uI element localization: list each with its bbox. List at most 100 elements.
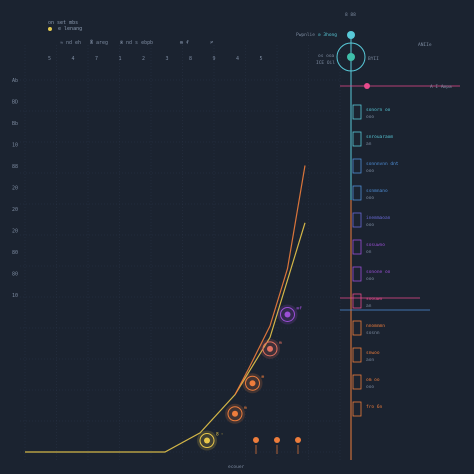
- series-line: [234, 165, 306, 395]
- top-label: ᵯ ᵮ: [179, 40, 189, 46]
- corner-label: ICE Oil: [316, 60, 335, 66]
- panel-bracket: [352, 293, 362, 309]
- point-ring: [245, 375, 260, 391]
- panel-label: sonone oo: [366, 270, 391, 275]
- y-tick-label: 88: [12, 164, 18, 170]
- corner-label: ⊘ 3hong: [318, 32, 337, 38]
- y-tick-label: 10: [12, 143, 18, 149]
- legend-dot-icon: [48, 26, 52, 31]
- x-tick-label: 4: [72, 56, 75, 62]
- panel-bracket: [352, 212, 362, 228]
- marker-dot: [274, 437, 280, 443]
- panel-label: sonorn oo: [366, 108, 391, 113]
- y-tick-label: 20: [12, 229, 18, 235]
- point-label: ᵯ: [261, 375, 265, 380]
- point-core: [249, 380, 256, 387]
- panel-bracket: [352, 374, 362, 390]
- panel-sublabel: ooo: [366, 169, 374, 174]
- node-core: [347, 53, 355, 61]
- panel-label: ssnmnano: [366, 189, 388, 194]
- y-tick-label: 80: [12, 272, 18, 278]
- panel-bracket: [352, 239, 362, 255]
- top-label: ӝ nd s ebp: [120, 40, 150, 46]
- panel-label: soouwn: [366, 297, 383, 302]
- top-label: ≈ nd eh: [60, 40, 81, 46]
- y-tick-label: 20: [12, 186, 18, 192]
- y-tick-label: Bb: [12, 121, 18, 127]
- right-mark-label: A I Ampa: [430, 84, 452, 90]
- x-tick-label: 5: [260, 56, 263, 62]
- top-labels: ≈ nd eh Ӂ areg ӝ nd s ebp b ᵯ ᵮ ≠: [60, 39, 213, 46]
- top-label: b: [150, 40, 153, 46]
- panel-sublabel: ooo: [366, 277, 374, 282]
- series-line: [25, 222, 306, 453]
- data-points: 8 ꞏ ᵯ ᵯ ᵯ ᵯᵮ: [197, 304, 303, 451]
- point-core: [204, 437, 210, 444]
- point-ring: [262, 341, 278, 357]
- bottom-markers: ecouer: [228, 437, 301, 470]
- panel-sublabel: ooo: [366, 196, 374, 201]
- series-lines: [25, 165, 306, 453]
- point-label: ᵯ: [278, 341, 282, 346]
- y-tick-label: BD: [12, 100, 18, 106]
- panel-label: snwoo: [366, 351, 380, 356]
- panel-bracket: [352, 320, 362, 336]
- panel-sublabel: on: [366, 250, 372, 255]
- top-label: ≠: [210, 40, 213, 46]
- point-ring: [199, 433, 215, 449]
- x-tick-label: 4: [236, 56, 239, 62]
- panel-bracket: [352, 104, 362, 120]
- point-ring: [227, 406, 243, 422]
- panel-sublabel: aon: [366, 358, 374, 363]
- x-tick-label: 1: [119, 56, 122, 62]
- marker-dot: [253, 437, 259, 443]
- x-tick-label: 3: [166, 56, 169, 62]
- panel-bracket: [352, 185, 362, 201]
- corner-label: BYII: [368, 56, 379, 62]
- vertical-timeline: A I Ampa: [340, 38, 460, 460]
- y-tick-label: 10: [12, 293, 18, 299]
- x-tick-label: 7: [95, 56, 98, 62]
- point-core: [267, 345, 273, 352]
- panel-label: sosuwno: [366, 243, 385, 248]
- panel-bracket: [352, 158, 362, 174]
- panel-label: snrouaraom: [366, 135, 393, 140]
- x-tick-label: 9: [213, 56, 216, 62]
- panel-label: om oo: [366, 378, 380, 383]
- panel-bracket: [352, 347, 362, 363]
- panel-bracket: [352, 401, 362, 417]
- panel-label: sonnnvnn dnt: [366, 161, 399, 167]
- node-ring: [336, 42, 366, 72]
- chart-legend: on set mbs: [48, 20, 78, 26]
- marker-dot: [295, 437, 301, 443]
- node-pink-dot: [364, 83, 370, 89]
- panel-sublabel: ooo: [366, 385, 374, 390]
- subtitle-text: e lenang: [58, 26, 83, 32]
- point-core: [284, 311, 291, 318]
- panel-label: inemmaoan: [366, 215, 391, 221]
- grid-lines: [20, 45, 341, 460]
- panel-sublabel: ooo: [366, 115, 374, 120]
- y-tick-label: 80: [12, 250, 18, 256]
- panel-bracket: [352, 131, 362, 147]
- top-label: Ӂ areg: [90, 39, 108, 46]
- x-tick-label: 8: [189, 56, 192, 62]
- x-tick-label: 5: [48, 56, 51, 62]
- panel-sublabel: an: [366, 142, 372, 147]
- y-tick-labels: Ab BD Bb 10 88 20 20 20 80 80 10: [12, 78, 18, 299]
- corner-label: Pwpnlie: [296, 32, 315, 38]
- point-label: ᵯᵮ: [296, 305, 303, 311]
- y-tick-label: 20: [12, 207, 18, 213]
- legend-text: on set mbs: [48, 20, 79, 26]
- point-core: [232, 410, 238, 417]
- bottom-center-label: ecouer: [228, 465, 245, 470]
- right-panel: sonorn oo ooo snrouaraom an sonnnvnn dnt ooo s…: [352, 104, 399, 417]
- point-ring: [280, 306, 295, 322]
- node-top-dot: [347, 31, 355, 39]
- x-tick-labels: 5 4 7 1 2 3 8 9 4 5: [48, 56, 263, 62]
- panel-label: fro 6n: [366, 404, 383, 410]
- x-tick-label: 2: [142, 56, 145, 62]
- y-tick-label: Ab: [12, 78, 18, 84]
